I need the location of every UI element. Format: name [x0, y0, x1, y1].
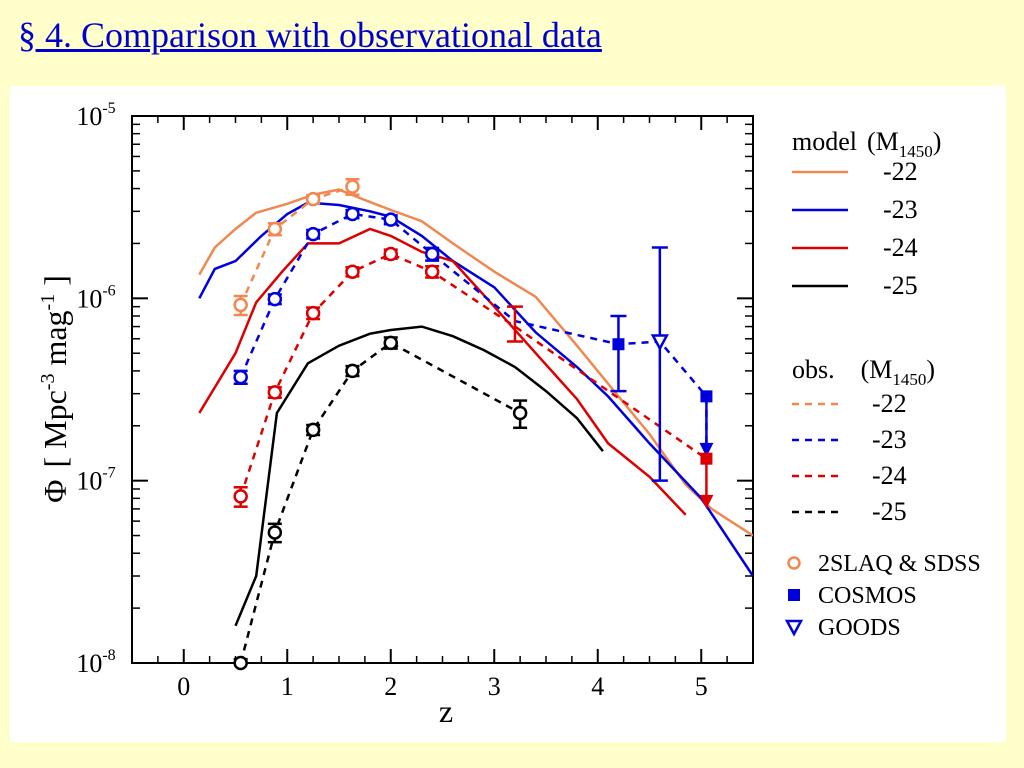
model-lines [198, 188, 753, 627]
goods-point [650, 334, 669, 352]
data-point [305, 305, 321, 321]
model-line-m22 [198, 188, 753, 537]
legend-marker-circle [787, 556, 801, 570]
data-point [267, 525, 283, 540]
data-point [345, 363, 360, 379]
data-point [345, 264, 360, 279]
legend-marker-label: COSMOS [818, 583, 917, 609]
data-point [267, 291, 283, 307]
legend-marker-label: 2SLAQ & SDSS [818, 551, 981, 577]
data-point [305, 226, 321, 242]
data-point [305, 191, 321, 207]
luminosity-function-chart: 0 1 2 3 4 5 10-8 10-7 10-6 10-5 z Φ[ Mpc-3 mag-1 … [37, 100, 981, 729]
data-point [383, 212, 398, 227]
data-point [233, 489, 248, 504]
obs-legend-label: -25 [872, 497, 907, 526]
data-point [424, 246, 440, 262]
upper-limit-point [700, 390, 713, 403]
obs-line-m24 [239, 252, 708, 497]
upper-limit-point [700, 452, 713, 465]
y-tick-label: 10-8 [76, 647, 115, 678]
model-legend-label: -24 [883, 233, 918, 262]
obs-legend-label: -24 [872, 461, 907, 490]
x-tick-label: 1 [281, 672, 294, 701]
chart-panel: 0 1 2 3 4 5 10-8 10-7 10-6 10-5 z Φ[ Mpc-3 mag-1 … [10, 86, 1006, 742]
obs-line-m25 [239, 341, 521, 663]
obs-line-m23 [239, 212, 708, 454]
obs-legend-label: -23 [872, 425, 907, 454]
x-tick-label: 4 [591, 672, 604, 701]
observation-points [233, 177, 714, 671]
data-point [345, 206, 360, 222]
model-legend-label: -22 [883, 157, 918, 186]
model-line-m23 [198, 201, 753, 577]
x-tick-label: 0 [177, 672, 190, 701]
upper-limit-arrow [699, 494, 714, 509]
y-tick-label: 10-6 [76, 282, 115, 313]
x-tick-label: 3 [488, 672, 501, 701]
data-point [345, 179, 360, 194]
data-point [383, 246, 398, 262]
legend-marker-triangle [784, 619, 804, 637]
data-point [267, 221, 283, 237]
axis-ticks: 0 1 2 3 4 5 10-8 10-7 10-6 10-5 [76, 100, 754, 701]
x-tick-label: 2 [384, 672, 397, 701]
data-point [383, 335, 398, 351]
legend-marker-label: GOODS [818, 615, 901, 641]
model-line-m24 [198, 227, 687, 516]
x-axis-label: z [439, 693, 453, 729]
data-point [305, 422, 321, 438]
y-tick-label: 10-7 [76, 465, 115, 496]
data-point [424, 264, 440, 279]
upper-limit-arrow [699, 442, 714, 457]
x-tick-label: 5 [695, 672, 708, 701]
model-legend-label: -25 [883, 271, 918, 300]
data-point [233, 655, 248, 671]
data-point [267, 385, 283, 400]
model-legend-heading: model (M1450) [792, 127, 941, 161]
cosmos-point [612, 338, 625, 351]
legend-marker-square [788, 589, 800, 601]
data-point [512, 405, 528, 421]
y-axis-label: Φ[ Mpc-3 mag-1 ] [37, 275, 73, 503]
observation-lines [239, 185, 708, 663]
model-line-m25 [234, 325, 604, 627]
y-tick-label: 10-5 [76, 100, 115, 131]
slide-title: § 4. Comparison with observational data [18, 15, 602, 55]
obs-legend-label: -22 [872, 389, 907, 418]
obs-line-m22 [239, 185, 353, 306]
data-point [233, 369, 248, 385]
data-point [233, 297, 248, 313]
axis-labels: z Φ[ Mpc-3 mag-1 ] [37, 275, 453, 729]
model-legend-label: -23 [883, 195, 918, 224]
obs-legend-heading: obs. (M1450) [792, 355, 935, 389]
